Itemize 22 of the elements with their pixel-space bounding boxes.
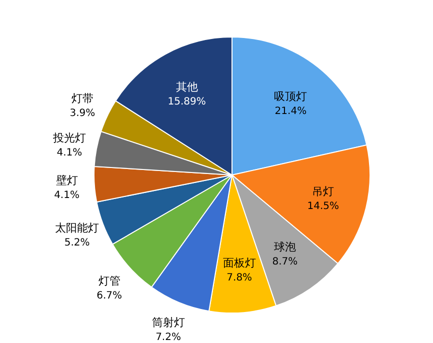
slice-label: 灯带	[71, 92, 94, 105]
slice-label: 灯管	[98, 274, 120, 288]
slice-label: 太阳能灯	[55, 222, 100, 235]
slice-label: 吸顶灯	[274, 90, 308, 103]
slice-label: 吊灯	[312, 185, 334, 198]
data-label: 4.1%	[56, 147, 82, 158]
data-label: 7.8%	[226, 272, 252, 284]
data-label: 4.1%	[54, 190, 80, 202]
slice-label: 面板灯	[222, 256, 256, 270]
data-label: 14.5%	[307, 201, 340, 212]
data-label: 15.89%	[168, 96, 206, 108]
data-label: 3.9%	[70, 108, 96, 119]
data-label: 5.2%	[64, 238, 90, 249]
slice-label: 筒射灯	[152, 316, 185, 329]
data-label: 8.7%	[272, 256, 298, 268]
slice-label: 其他	[176, 80, 198, 94]
slice-label: 球泡	[274, 240, 296, 254]
data-label: 6.7%	[96, 290, 122, 302]
data-label: 21.4%	[274, 106, 307, 117]
slice-label: 壁灯	[56, 174, 78, 188]
slice-label: 投光灯	[52, 131, 86, 144]
data-label: 7.2%	[156, 332, 181, 343]
